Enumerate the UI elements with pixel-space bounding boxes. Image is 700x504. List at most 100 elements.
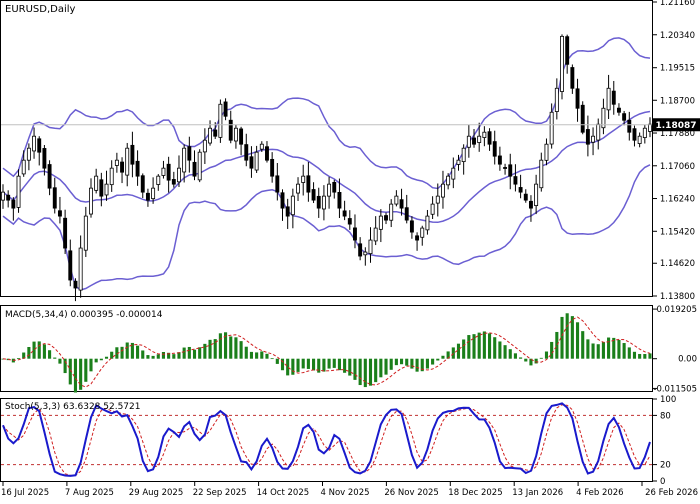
macd-tick-label: -0.011505	[653, 384, 697, 394]
macd-histogram-bar	[581, 331, 585, 359]
macd-histogram-bar	[312, 358, 316, 371]
macd-histogram-bar	[379, 358, 383, 378]
candle-body	[332, 181, 337, 193]
time-tick-label: 18 Dec 2025	[448, 488, 502, 498]
macd-histogram-bar	[99, 358, 103, 361]
candle-body	[306, 175, 311, 193]
macd-signal-line	[2, 316, 651, 388]
candle-body	[534, 183, 539, 207]
macd-histogram-bar	[638, 353, 642, 359]
macd-histogram-bar	[544, 351, 549, 359]
macd-histogram-bar	[301, 358, 305, 369]
candle-body	[497, 155, 502, 165]
macd-histogram-bar	[607, 337, 611, 359]
macd-histogram-bar	[601, 342, 605, 359]
candle-body	[63, 217, 68, 249]
macd-histogram-bar	[291, 358, 295, 375]
candle-body	[611, 90, 616, 105]
stoch-tick-label: 0	[660, 477, 665, 487]
candle-body	[57, 210, 62, 217]
macd-histogram-bar	[218, 333, 222, 359]
candle-body	[120, 161, 125, 173]
price-chart-title: EURUSD,Daily	[5, 4, 76, 15]
candle-body	[528, 200, 533, 209]
candle-body	[518, 187, 523, 193]
macd-histogram-bar	[570, 316, 574, 359]
bollinger-upper-band	[2, 37, 651, 190]
macd-histogram-bar	[617, 339, 621, 359]
macd-histogram-bar	[498, 341, 502, 359]
candle-body	[389, 203, 394, 221]
price-tick-label: 1.17880	[660, 129, 695, 139]
candle-body	[637, 135, 642, 144]
candle-body	[68, 250, 73, 281]
macd-title: MACD(5,34,4) 0.000395 -0.000014	[5, 310, 163, 320]
candle-body	[78, 247, 83, 291]
macd-histogram-bar	[130, 342, 134, 359]
candle-body	[244, 144, 249, 161]
candle-body	[596, 123, 601, 141]
macd-histogram-bar	[68, 358, 72, 385]
macd-histogram-bar	[229, 336, 233, 359]
stoch-tick-label: 80	[660, 411, 671, 421]
macd-histogram-bar	[286, 358, 290, 376]
macd-histogram-bar	[591, 343, 595, 359]
candle-body	[192, 161, 197, 177]
price-tick-label: 1.14620	[660, 259, 695, 269]
macd-histogram-bar	[436, 358, 440, 361]
candle-body	[316, 195, 321, 209]
candle-body	[585, 129, 590, 145]
macd-histogram-bar	[420, 358, 424, 372]
macd-histogram-bar	[467, 335, 471, 359]
macd-histogram-bar	[358, 358, 362, 386]
macd-histogram-bar	[575, 322, 580, 359]
candle-body	[301, 175, 306, 183]
price-tick-label: 1.16240	[660, 195, 695, 205]
candle-body	[425, 215, 430, 231]
candle-body	[373, 227, 378, 242]
candle-body	[591, 135, 596, 143]
candle-body	[337, 192, 342, 209]
macd-histogram-bar	[322, 358, 326, 372]
candle-body	[435, 195, 440, 204]
candle-body	[290, 195, 295, 216]
stoch-panel: Stoch(5,3,3) 63.6328 52.5721	[0, 398, 653, 482]
macd-histogram-bar	[260, 351, 264, 359]
macd-histogram-bar	[519, 357, 523, 359]
time-tick-label: 26 Feb 2026	[645, 488, 698, 498]
macd-histogram-bar	[136, 345, 140, 359]
time-tick-label: 14 Oct 2025	[257, 488, 310, 498]
macd-histogram-bar	[462, 339, 466, 359]
time-tick-label: 7 Aug 2025	[65, 488, 114, 498]
candle-body	[270, 158, 275, 177]
candle-body	[466, 135, 471, 148]
candle-body	[213, 129, 218, 137]
time-tick-label: 4 Feb 2026	[576, 488, 624, 498]
macd-histogram-bar	[239, 341, 243, 359]
macd-histogram-bar	[89, 358, 93, 372]
candle-body	[254, 151, 259, 171]
candle-body	[42, 148, 47, 169]
macd-histogram-bar	[451, 347, 455, 359]
macd-histogram-bar	[187, 346, 191, 359]
macd-histogram-bar	[146, 355, 150, 359]
candle-body	[368, 239, 373, 255]
candle-body	[99, 179, 104, 197]
macd-histogram-bar	[482, 331, 486, 359]
macd-histogram-bar	[79, 358, 83, 390]
candle-body	[125, 147, 130, 176]
candle-body	[353, 227, 357, 241]
macd-histogram-bar	[151, 355, 155, 359]
candle-body	[239, 128, 244, 145]
macd-histogram-bar	[343, 358, 347, 373]
macd-histogram-bar	[234, 337, 238, 359]
macd-histogram-bar	[32, 341, 36, 359]
macd-histogram-bar	[203, 343, 207, 359]
time-tick-label: 4 Nov 2025	[321, 488, 370, 498]
macd-histogram-bar	[446, 351, 450, 359]
macd-histogram-bar	[306, 358, 310, 369]
macd-histogram-bar	[405, 358, 409, 366]
macd-histogram-bar	[156, 354, 160, 359]
macd-histogram-bar	[353, 358, 357, 380]
candle-body	[523, 193, 528, 201]
